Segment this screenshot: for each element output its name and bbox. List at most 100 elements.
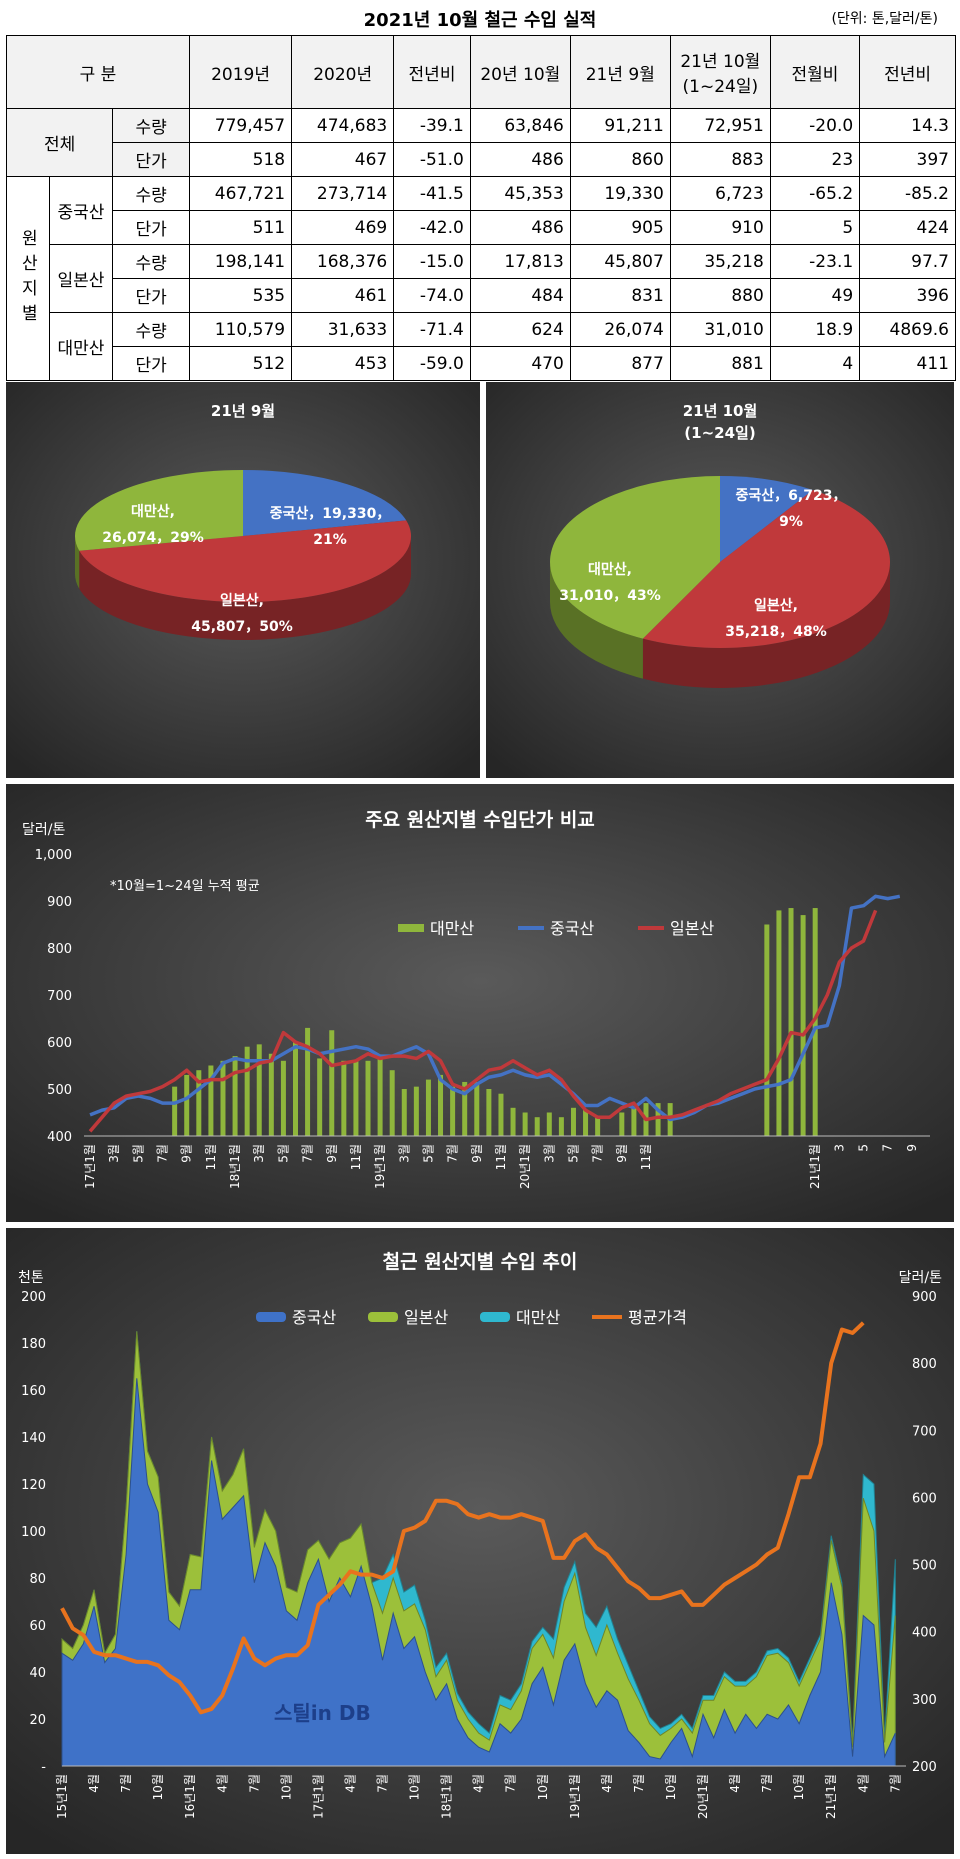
panel-background [6,784,954,1222]
pie-slice-중국산 [720,476,814,562]
pie-slice-중국산 [243,470,407,536]
x-tick-label: 4월 [343,1774,357,1793]
y-tick-left: 180 [21,1337,46,1352]
y-tick-left: 100 [21,1525,46,1540]
bar-taiwan [595,1117,601,1136]
bar-taiwan [558,1117,564,1136]
pie-label-line2: 45,807，50% [191,619,293,635]
pie-label-line2: 21% [313,532,347,548]
table-row: 단가 518 467 -51.0 486 860 883 23 397 [7,142,956,177]
y-tick-label: 400 [47,1130,72,1145]
col-21-sep: 21년 9월 [569,35,671,109]
x-tick-label: 19년1월 [568,1774,582,1819]
y-tick-right: 900 [912,1290,937,1305]
x-tick-label: 3월 [397,1144,411,1163]
x-tick-label: 9월 [470,1144,484,1163]
x-tick-label: 4월 [728,1774,742,1793]
x-tick-label: 19년1월 [373,1144,387,1189]
bar-taiwan [462,1081,468,1136]
x-tick-label: 7월 [247,1774,261,1793]
bar-taiwan [413,1086,419,1136]
y-tick-label: 900 [47,895,72,910]
x-tick-label: 10월 [792,1774,806,1800]
pie-label-line2: 9% [779,514,803,530]
y-tick-left: 20 [29,1713,46,1728]
y-tick-left: 40 [29,1666,46,1681]
x-tick-label: 16년1월 [183,1774,197,1819]
legend-marker-중국산 [256,1312,286,1322]
bar-taiwan [788,908,794,1136]
y-tick-label: 600 [47,1036,72,1051]
pie-label-line2: 35,218，48% [725,624,827,640]
x-tick-label: 10월 [408,1774,422,1800]
pie-label-line1: 일본산, [220,592,264,609]
y-tick-right: 400 [912,1626,937,1641]
x-tick-label: 9월 [615,1144,629,1163]
bar-taiwan [220,1060,226,1136]
x-tick-label: 11월 [204,1144,218,1170]
x-tick-label: 7월 [119,1774,133,1793]
bar-taiwan [280,1060,286,1136]
bar-taiwan [256,1044,262,1136]
col-mom: 전월비 [769,35,861,109]
x-tick-label: 20년1월 [518,1144,532,1189]
y-tick-right: 200 [912,1760,937,1775]
y-tick-right: 500 [912,1559,937,1574]
pie-slice-일본산 [642,490,891,648]
x-tick-label: 5월 [131,1144,145,1163]
bar-taiwan [619,1112,625,1136]
x-tick-label: 4월 [87,1774,101,1793]
col-gubun: 구 분 [6,35,190,109]
bar-taiwan [184,1074,190,1136]
bar-taiwan [583,1110,589,1136]
x-tick-label: 11월 [494,1144,508,1170]
page-title: 2021년 10월 철근 수입 실적 [363,10,597,31]
bar-taiwan [812,908,818,1136]
bar-taiwan [377,1056,383,1136]
y-tick-left: 60 [29,1619,46,1634]
bar-taiwan [244,1046,250,1136]
y-tick-right: 700 [912,1424,937,1439]
x-tick-label: 7월 [504,1774,518,1793]
bar-taiwan [570,1107,576,1136]
legend-label-일본산: 일본산 [670,919,714,938]
import-trend-chart: 철근 원산지별 수입 추이 천톤 달러/톤 - 20 40 60 80 100 120 140 160… [6,1228,954,1854]
x-tick-label: 7월 [760,1774,774,1793]
x-tick-label: 21년1월 [808,1144,822,1189]
bar-taiwan [389,1070,395,1136]
y-tick-left: 120 [21,1478,46,1493]
bar-taiwan [486,1089,492,1136]
y-axis-label-right: 달러/톤 [899,1270,942,1286]
y-tick-right: 300 [912,1693,937,1708]
x-tick-label: 5 [857,1144,871,1152]
bar-taiwan [534,1117,540,1136]
x-tick-label: 10월 [151,1774,165,1800]
x-tick-label: 3월 [107,1144,121,1163]
bar-taiwan [776,910,782,1136]
bar-taiwan [450,1086,456,1136]
col-yoy2: 전년비 [859,35,956,109]
x-tick-label: 7월 [301,1144,315,1163]
row-origin-label: 원산지별 [6,176,50,381]
bar-taiwan [401,1089,407,1136]
pie-slice-side-일본산 [79,536,411,641]
y-tick-label: 500 [47,1083,72,1098]
x-tick-label: 18년1월 [228,1144,242,1189]
y-axis-label: 달러/톤 [22,822,65,838]
pie-chart-oct-svg: 21년 10월 (1~24일) 중국산，6,723， 9% 일본산, 35,218，48%… [486,382,954,778]
legend-label-평균가격: 평균가격 [628,1308,687,1327]
bar-taiwan [293,1042,298,1136]
table-row: 단가 511 469 -42.0 486 905 910 5 424 [7,210,956,245]
legend-marker-대만산 [480,1312,510,1322]
chart-title: 주요 원산지별 수입단가 비교 [365,809,595,831]
table-header-row: 구 분 2019년 2020년 전년비 20년 10월 21년 9월 21년 1… [6,35,956,109]
y-tick-label: 700 [47,989,72,1004]
bar-taiwan [341,1060,347,1136]
pie-slice-side-대만산 [75,536,80,589]
chart-title: 철근 원산지별 수입 추이 [383,1251,578,1273]
import-summary-table: 구 분 2019년 2020년 전년비 20년 10월 21년 9월 21년 1… [5,35,956,381]
pie-slice-대만산 [75,470,243,551]
x-tick-label: 5월 [421,1144,435,1163]
x-tick-label: 7 [881,1144,895,1152]
